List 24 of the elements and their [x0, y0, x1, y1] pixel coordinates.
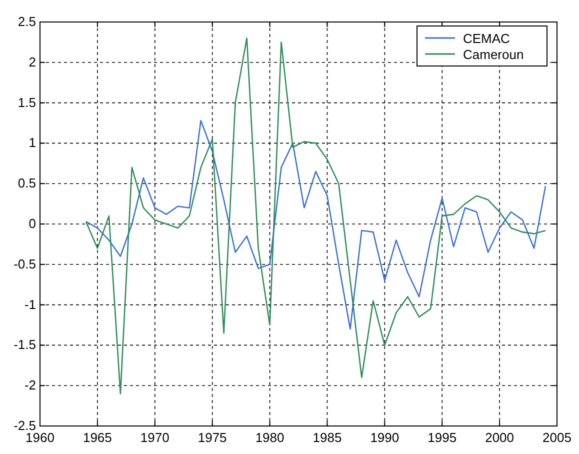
y-tick-label: -1: [24, 296, 36, 312]
x-tick-label: 2000: [485, 430, 514, 445]
x-tick-label: 1960: [26, 430, 54, 445]
x-tick-label: 1995: [428, 430, 457, 445]
x-tick-label: 1965: [82, 430, 112, 445]
x-tick-label: 1980: [255, 430, 284, 445]
x-tick-label: 1990: [370, 430, 400, 445]
x-tick-label: 1985: [312, 430, 342, 445]
line-series: [85, 120, 546, 330]
y-tick-label: 1: [28, 135, 36, 150]
legend-label: Cameroun: [463, 47, 524, 62]
y-tick-label: 0: [28, 216, 36, 231]
legend-label: CEMAC: [463, 31, 510, 46]
x-tick-label: 2005: [542, 430, 572, 445]
x-tick-label: 1970: [140, 430, 170, 445]
y-tick-label: 2: [28, 54, 36, 70]
x-tick-label: 1975: [198, 430, 227, 445]
y-tick-label: -1.5: [14, 337, 36, 352]
y-tick-label: -0.5: [14, 256, 36, 272]
y-tick-label: -2.5: [14, 418, 36, 433]
y-tick-label: 0.5: [18, 176, 36, 191]
y-tick-label: -2: [24, 378, 36, 393]
y-tick-label: 1.5: [18, 94, 36, 110]
y-tick-label: 2.5: [18, 14, 36, 29]
